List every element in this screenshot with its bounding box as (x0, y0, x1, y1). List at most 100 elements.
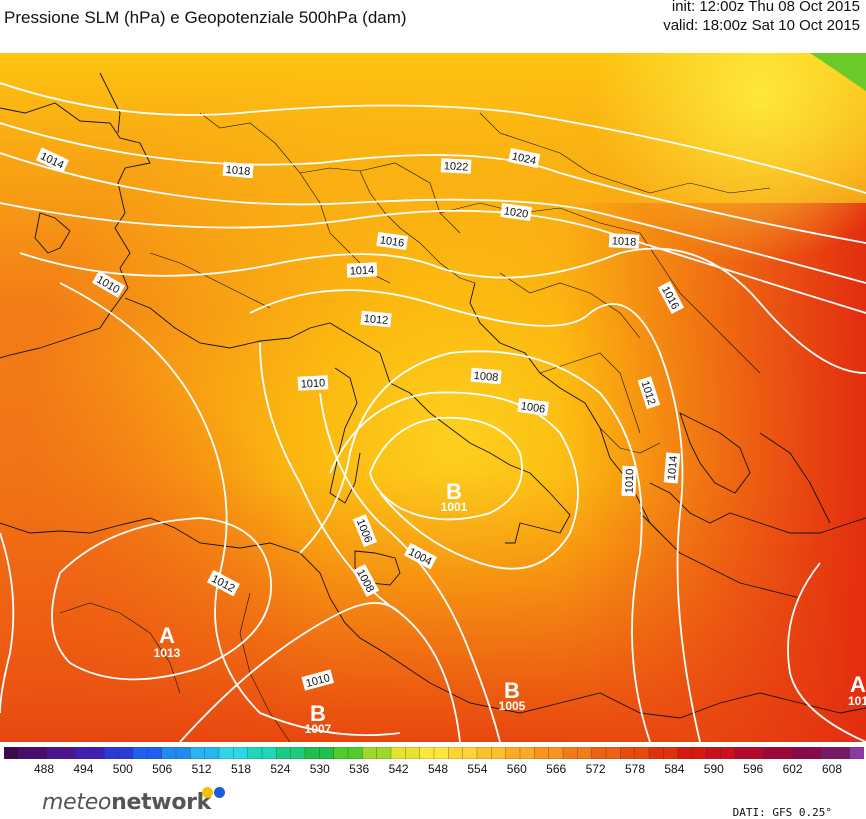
color-scale-swatch (204, 747, 220, 759)
isobars (0, 82, 866, 742)
color-scale-swatch (333, 747, 349, 759)
color-scale-swatch (806, 747, 822, 759)
color-scale-swatch (591, 747, 607, 759)
isobar-label: 1010 (624, 469, 637, 494)
color-scale-swatch (261, 747, 277, 759)
color-scale-swatch (792, 747, 808, 759)
color-scale-swatch (620, 747, 636, 759)
color-scale-tick-label: 500 (112, 762, 133, 776)
color-scale-swatch (376, 747, 392, 759)
color-scale-tick-label: 572 (585, 762, 606, 776)
isobar-label: 1018 (611, 235, 636, 248)
center-letter: B (504, 678, 520, 703)
color-scale-swatch (390, 747, 406, 759)
color-scale-swatch (61, 747, 77, 759)
color-scale-tick-label: 506 (152, 762, 173, 776)
center-letter: A (159, 623, 175, 648)
color-scale-swatch (849, 747, 864, 759)
color-scale-bar (4, 747, 864, 759)
isobar-label: 1014 (666, 455, 680, 480)
center-value: 101 (848, 694, 866, 708)
color-scale-swatch (691, 747, 707, 759)
color-scale-tick-label: 494 (73, 762, 94, 776)
color-scale-swatch (104, 747, 120, 759)
weather-map: 1014 1018 1022 1024 1020 1016 1018 1010 … (0, 53, 866, 742)
color-scale-swatch (820, 747, 836, 759)
color-scale-tick-label: 530 (309, 762, 330, 776)
color-scale-swatch (4, 747, 19, 759)
color-scale-swatch (519, 747, 535, 759)
center-letter: B (446, 479, 462, 504)
valid-time: valid: 18:00z Sat 10 Oct 2015 (663, 17, 860, 34)
color-scale-swatch (777, 747, 793, 759)
color-scale-swatch (362, 747, 378, 759)
color-scale-swatch (605, 747, 621, 759)
color-scale-swatch (32, 747, 48, 759)
color-scale-swatch (405, 747, 421, 759)
color-scale-tick-label: 542 (388, 762, 409, 776)
chart-title: Pressione SLM (hPa) e Geopotenziale 500h… (4, 8, 407, 27)
color-scale-swatch (18, 747, 34, 759)
color-scale-swatch (648, 747, 664, 759)
isobar-label: 1006 (520, 400, 546, 415)
color-scale-swatch (462, 747, 478, 759)
color-scale-swatch (491, 747, 507, 759)
center-letter: B (310, 701, 326, 726)
color-scale-swatch (161, 747, 177, 759)
center-value: 1005 (499, 699, 526, 713)
color-scale-swatch (118, 747, 134, 759)
color-scale-swatch (304, 747, 320, 759)
color-scale-swatch (347, 747, 363, 759)
color-scale-swatch (190, 747, 206, 759)
color-scale-swatch (706, 747, 722, 759)
color-scale-tick-label: 554 (467, 762, 488, 776)
color-scale-tick-label: 566 (546, 762, 567, 776)
color-scale-swatch (534, 747, 550, 759)
color-scale-tick-label: 548 (427, 762, 449, 776)
isobar-label: 1012 (363, 313, 388, 327)
color-scale-swatch (433, 747, 449, 759)
field-northeast (560, 53, 866, 273)
color-scale-swatch (577, 747, 593, 759)
color-scale-swatch (276, 747, 292, 759)
center-value: 1007 (305, 722, 332, 736)
color-scale-swatch (663, 747, 679, 759)
color-scale-swatch (734, 747, 750, 759)
isobar-label: 1010 (300, 377, 325, 390)
isobar-label: 1018 (225, 164, 250, 178)
color-scale-tick-label: 596 (743, 762, 764, 776)
color-scale-swatch (75, 747, 91, 759)
field-east (560, 203, 866, 742)
center-letter: A (850, 672, 866, 697)
color-scale-tick-label: 488 (33, 762, 55, 776)
color-scale-tick-label: 560 (506, 762, 527, 776)
color-scale-swatch (677, 747, 693, 759)
color-scale-swatch (763, 747, 779, 759)
isobar-label: 1014 (349, 264, 374, 277)
color-scale-swatch (448, 747, 464, 759)
init-time: init: 12:00z Thu 08 Oct 2015 (671, 0, 860, 15)
color-scale-swatch (562, 747, 578, 759)
logo-dot-blue (214, 787, 225, 798)
color-scale-tick-label: 608 (821, 762, 843, 776)
color-scale-swatch (89, 747, 105, 759)
color-scale-tick-label: 518 (230, 762, 252, 776)
color-scale-swatch (419, 747, 435, 759)
color-scale-swatch (476, 747, 492, 759)
color-scale-tick-label: 536 (349, 762, 370, 776)
color-scale-swatch (720, 747, 736, 759)
color-scale-tick-label: 590 (703, 762, 724, 776)
color-scale-tick-label: 578 (624, 762, 646, 776)
color-scale-swatch (46, 747, 62, 759)
isobar-label: 1024 (511, 151, 537, 168)
field-green-corner (810, 53, 866, 91)
isobar-label: 1016 (379, 234, 405, 249)
isobar-label: 1008 (473, 370, 498, 384)
center-value: 1013 (154, 646, 181, 660)
isobar-label: 1022 (443, 160, 468, 173)
logo-text-network: network (111, 790, 212, 815)
color-scale-swatch (132, 747, 148, 759)
logo-dot-yellow (202, 787, 213, 798)
color-scale-swatch (835, 747, 851, 759)
color-scale-swatch (505, 747, 521, 759)
